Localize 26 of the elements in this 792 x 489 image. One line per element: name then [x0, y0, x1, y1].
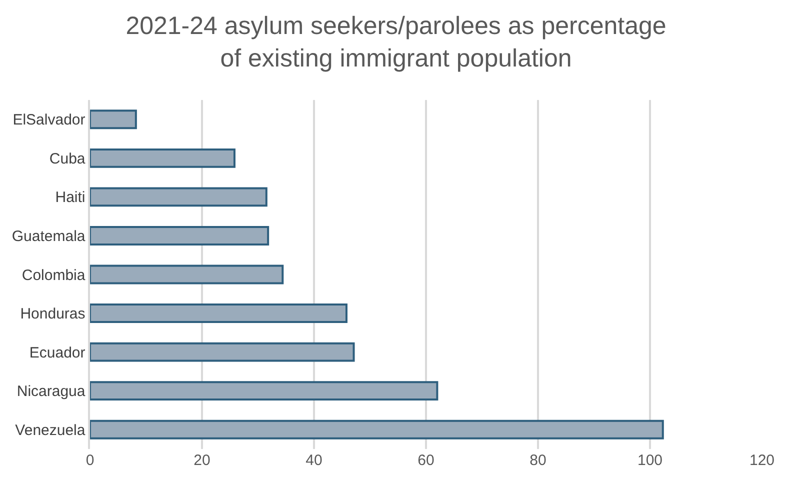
- bar: [90, 420, 664, 440]
- bar: [90, 381, 438, 401]
- bar: [90, 304, 348, 323]
- x-tick-label: 60: [418, 452, 434, 469]
- x-tick-label: 40: [306, 452, 322, 469]
- y-tick-label: Colombia: [22, 266, 86, 284]
- bar: [90, 342, 355, 362]
- bar: [90, 264, 284, 284]
- x-tick-label: 120: [749, 452, 775, 469]
- x-tick-label: 20: [194, 452, 210, 469]
- bar: [90, 226, 270, 246]
- x-tick-label: 0: [86, 452, 94, 469]
- y-tick-label: Honduras: [20, 306, 86, 323]
- y-tick-label: Haiti: [55, 189, 86, 206]
- y-tick-label: Venezuela: [15, 422, 86, 439]
- bar: [90, 187, 268, 207]
- bar: [90, 148, 236, 168]
- x-tick-label: 100: [637, 452, 663, 469]
- y-tick-label: Nicaragua: [16, 383, 86, 400]
- y-tick-label: Ecuador: [29, 344, 86, 362]
- chart-title: 2021-24 asylum seekers/parolees as percentage of existing immigrant population: [126, 12, 666, 73]
- y-tick-label: ElSalvador: [12, 112, 86, 129]
- x-tick-label: 80: [530, 452, 546, 469]
- y-tick-label: Cuba: [49, 150, 86, 168]
- y-tick-label: Guatemala: [12, 228, 86, 245]
- bar: [90, 110, 137, 130]
